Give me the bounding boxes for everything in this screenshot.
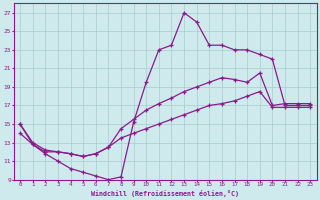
X-axis label: Windchill (Refroidissement éolien,°C): Windchill (Refroidissement éolien,°C) bbox=[91, 190, 239, 197]
